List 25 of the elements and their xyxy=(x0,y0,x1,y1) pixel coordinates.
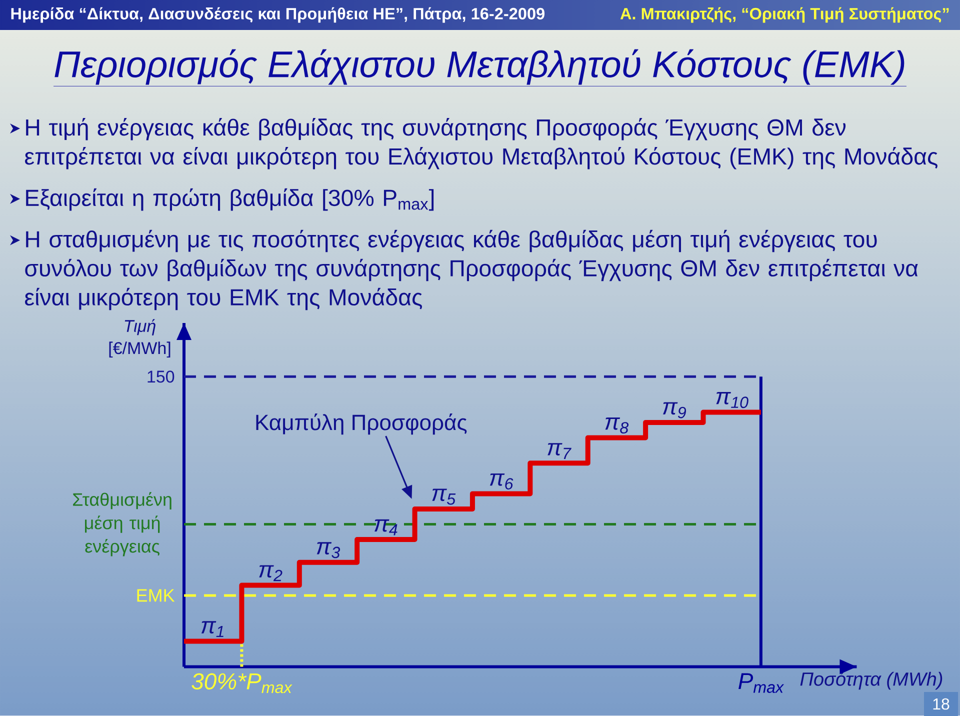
ref-line-label: Σταθμισμένη μέση τιμή ενέργειας xyxy=(73,492,172,556)
x-axis-title: Ποσότητα (MWh) xyxy=(800,671,942,690)
annotation: π$_{9}$ xyxy=(662,402,686,418)
annotation: π$_{4}$ xyxy=(374,519,398,536)
annotation: π$_{10}$ xyxy=(716,392,748,408)
annotation: π$_{5}$ xyxy=(432,488,456,505)
y-axis-title: Τιμή [€/MWh] xyxy=(109,319,170,358)
x-tick-label: P$_{max}$ xyxy=(738,673,784,693)
text: 150 xyxy=(148,370,174,383)
text: Ημερίδα “Δίκτυα, Διασυνδέσεις και Προμήθεια ΗΕ”, Πάτρα, 16-2-2009 xyxy=(11,7,545,23)
annotation: π$_{8}$ xyxy=(605,417,629,434)
text: Εξαιρείται η πρώτη βαθμίδα [30% P$_{max}$] xyxy=(26,188,434,211)
annotation: π$_{7}$ xyxy=(548,443,572,459)
x-tick-label: 30%*P$_{max}$ xyxy=(192,673,292,694)
text: Καμπύλη Προσφοράς xyxy=(256,413,467,435)
annotation: π$_{2}$ xyxy=(259,565,282,582)
text: Η τιμή ενέργειας κάθε βαθμίδας της συνάρτησης Προσφοράς Έγχυσης ΘΜ δεν επιτρέπεται να είναι μικρότερη του Ελάχιστου Μεταβλητού Κόστους (ΕΜΚ) της Μονάδας xyxy=(25,118,938,170)
ref-line-label: ΕΜΚ xyxy=(137,589,175,602)
text: Η σταθμισμένη με τις ποσότητες ενέργειας κάθε βαθμίδας μέση τιμή ενέργειας του συνόλου των βαθμίδων της συνάρτησης Προσφοράς Έγχυσης ΘΜ δεν επιτρέπεται να είναι μικρότερη του ΕΜΚ της Μονάδας xyxy=(25,230,918,310)
chart-title: Περιορισμός Ελάχιστου Μεταβλητού Κόστους (ΕΜΚ) xyxy=(54,49,904,85)
annotation: π$_{6}$ xyxy=(490,473,514,490)
annotation: π$_{3}$ xyxy=(316,542,340,558)
annotation: π$_{1}$ xyxy=(201,621,224,638)
text: Α. Μπακιρτζής, “Οριακή Τιμή Συστήματος” xyxy=(620,7,949,23)
text: 18 xyxy=(933,698,950,710)
